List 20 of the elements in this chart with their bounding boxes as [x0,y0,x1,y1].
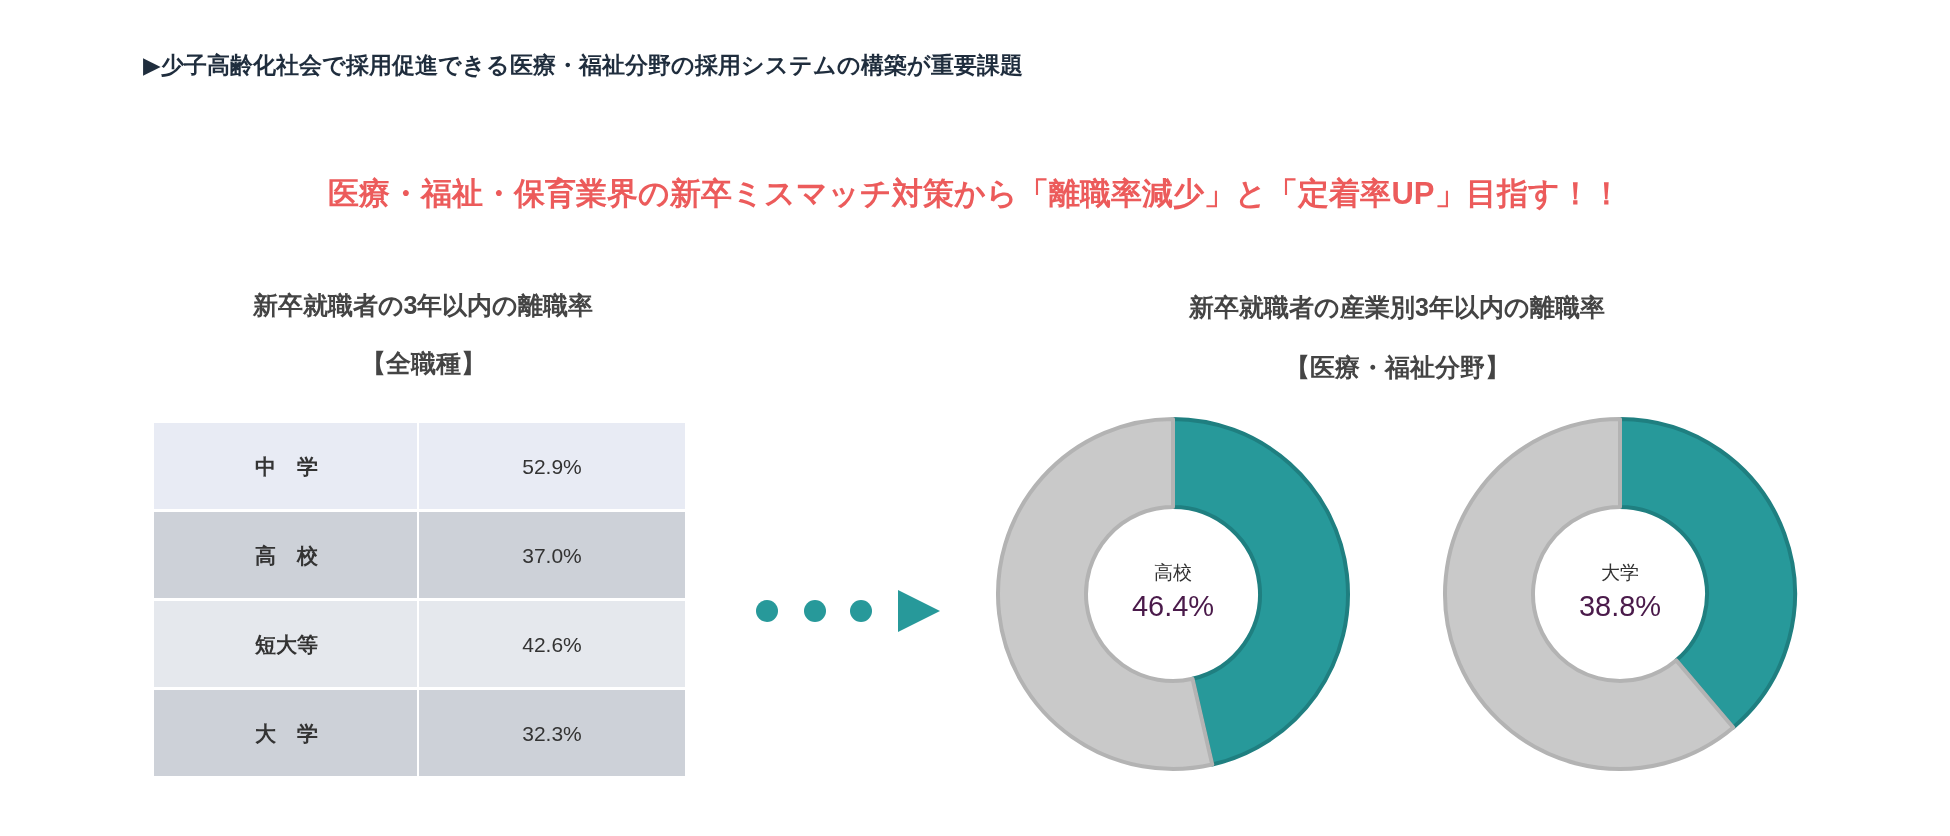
text: 高校 [1154,561,1192,583]
text: 38.8% [1578,590,1662,622]
text: 大学 [1601,561,1639,583]
text: 46.4% [1131,590,1215,622]
chart-title: 新卒就職者の産業別3年以内の離職率 [1188,293,1605,321]
text: 新卒就職者の3年以内の離職率 [251,291,594,319]
text: 42.6% [522,633,582,656]
donut-slice [1443,417,1736,771]
category-label: 大 学 [255,722,318,745]
text: 52.9% [522,455,582,478]
category-label: 短大等 [254,633,318,656]
text: ▶少子高齢化社会で採用促進できる医療・福祉分野の採用システムの構築が重要課題 [143,52,1023,78]
donut-slice [996,417,1215,771]
category-label: 中 学 [255,455,318,478]
text: 医療・福祉・保育業界の新卒ミスマッチ対策から「離職率減少」と「定着率UP」目指す！！ [328,175,1622,211]
text: 37.0% [522,544,582,567]
text: 32.3% [522,722,582,745]
chart-subtitle: 【医療・福祉分野】 [1284,353,1510,381]
text: 【全職種】 [360,349,486,377]
category-label: 高 校 [255,544,319,567]
